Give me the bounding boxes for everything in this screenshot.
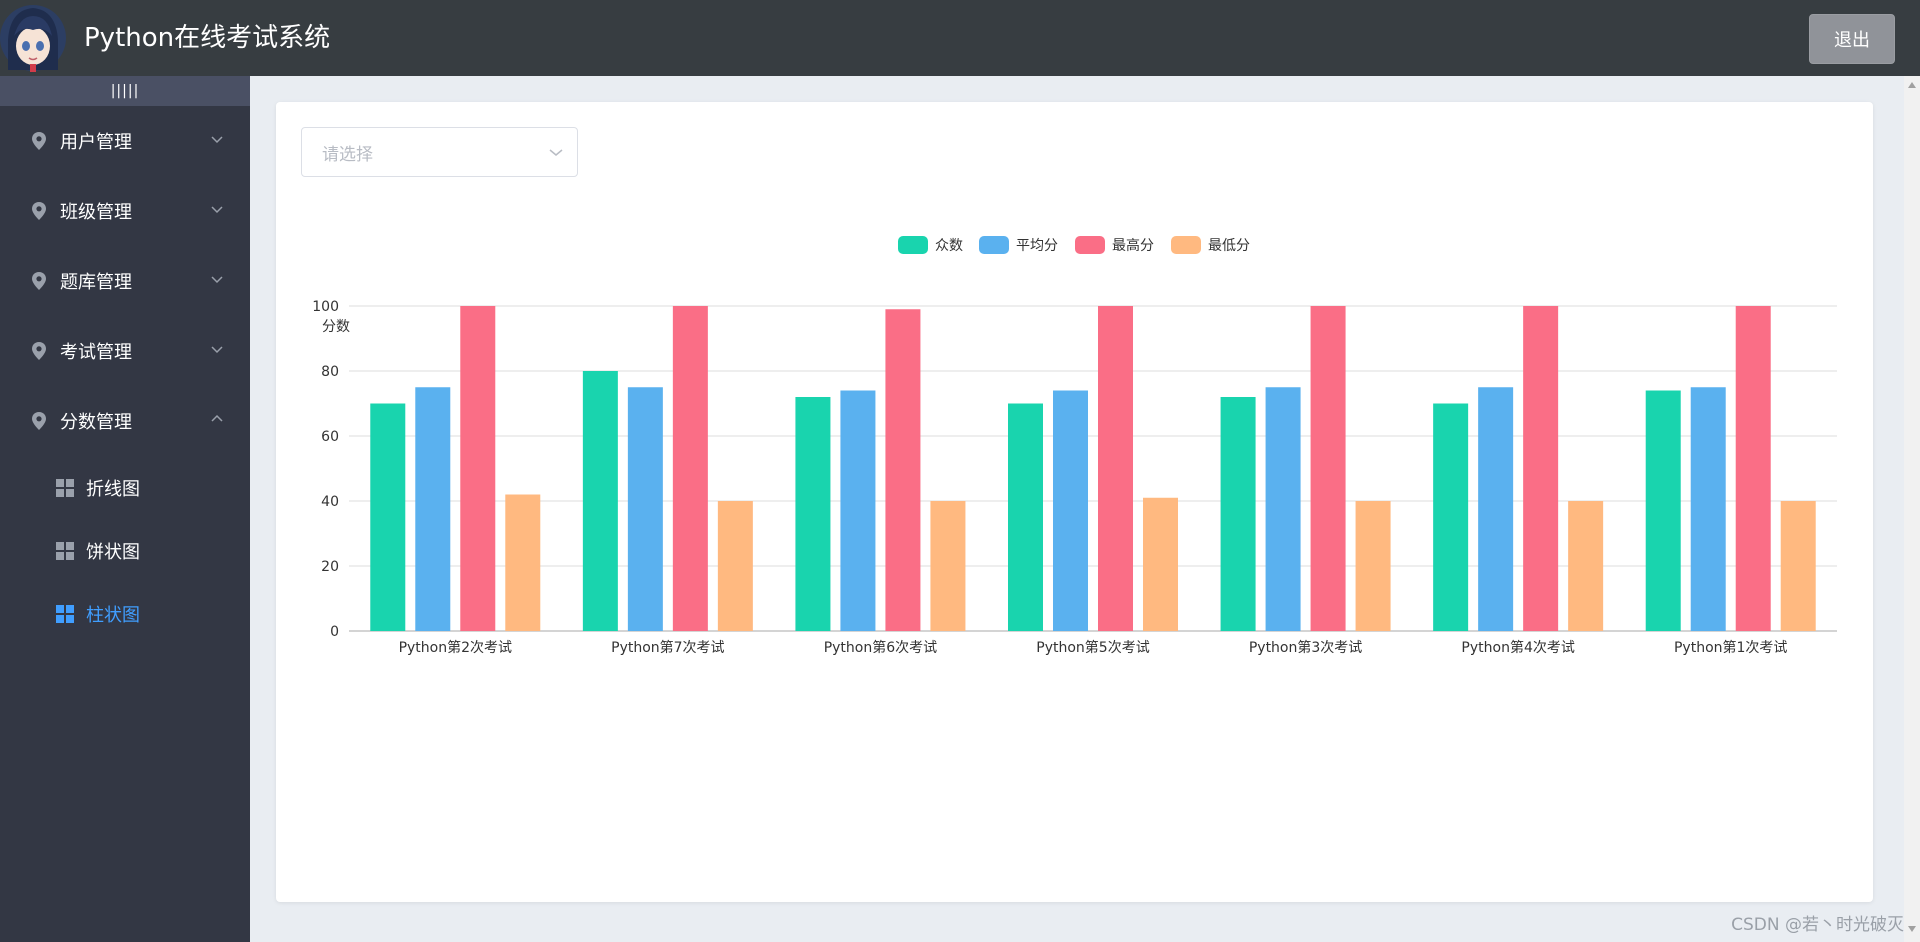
sidebar-item-label: 考试管理 (60, 342, 132, 363)
page-scrollbar[interactable] (1904, 76, 1920, 942)
scroll-down-arrow-icon[interactable] (1908, 926, 1916, 932)
grid-icon (56, 478, 74, 497)
bar (1780, 501, 1816, 631)
bar (1265, 387, 1301, 631)
bar (1735, 306, 1771, 631)
grid-icon (56, 604, 74, 623)
sidebar-item-label: 用户管理 (60, 132, 132, 153)
x-tick-label: Python第2次考试 (399, 639, 512, 656)
x-tick-label: Python第3次考试 (1249, 639, 1362, 656)
sidebar: ||||| 用户管理 班级管理 题库管理 考试管理 分数管理 折线图 饼状图 柱… (0, 76, 250, 942)
y-axis-ticks: 0 20 40 60 80 100 (312, 299, 339, 640)
legend-swatch (898, 236, 928, 254)
legend-label: 最高分 (1112, 237, 1154, 254)
bar (840, 390, 876, 631)
bar (1008, 403, 1043, 631)
exam-select[interactable]: 请选择 (301, 127, 578, 177)
legend-swatch (979, 236, 1009, 254)
chevron-up-icon (211, 414, 223, 422)
location-icon (32, 342, 46, 360)
sidebar-item-question-bank[interactable]: 题库管理 (0, 246, 250, 316)
bar (582, 371, 618, 631)
bar (1220, 397, 1256, 631)
bar (505, 494, 541, 631)
bar (370, 403, 406, 631)
logout-button[interactable]: 退出 (1809, 14, 1895, 64)
sidebar-item-exam-management[interactable]: 考试管理 (0, 316, 250, 386)
sidebar-subitem-bar-chart[interactable]: 柱状图 (0, 582, 250, 645)
bar (1433, 403, 1469, 631)
bar (460, 306, 496, 631)
sidebar-item-label: 班级管理 (60, 202, 132, 223)
y-tick-label: 0 (330, 624, 339, 640)
chevron-down-icon (549, 149, 563, 156)
location-icon (32, 272, 46, 290)
chevron-down-icon (211, 276, 223, 284)
chevron-down-icon (211, 346, 223, 354)
sidebar-subitem-label: 折线图 (86, 478, 140, 500)
chevron-down-icon (211, 206, 223, 214)
bar (1478, 387, 1514, 631)
sidebar-item-user-management[interactable]: 用户管理 (0, 106, 250, 176)
sidebar-subitem-label: 柱状图 (86, 604, 140, 626)
y-tick-label: 80 (321, 364, 339, 380)
chart-legend: 众数 平均分 最高分 最低分 (898, 236, 1250, 254)
bar (1690, 387, 1726, 631)
app-title: Python在线考试系统 (84, 23, 331, 53)
scroll-up-arrow-icon[interactable] (1908, 82, 1916, 88)
y-tick-label: 60 (321, 429, 339, 445)
y-tick-label: 100 (312, 299, 339, 315)
sidebar-item-label: 分数管理 (60, 412, 132, 433)
chart-grid (349, 305, 1837, 632)
sidebar-item-class-management[interactable]: 班级管理 (0, 176, 250, 246)
top-header: Python在线考试系统 退出 (0, 0, 1920, 76)
bar (885, 309, 921, 631)
x-tick-label: Python第6次考试 (824, 639, 937, 656)
x-tick-label: Python第1次考试 (1674, 639, 1787, 656)
bar (717, 501, 753, 631)
y-tick-label: 20 (321, 559, 339, 575)
x-tick-label: Python第7次考试 (611, 639, 724, 656)
legend-label: 平均分 (1016, 238, 1058, 254)
bar (627, 387, 663, 631)
bar (1053, 390, 1088, 631)
bar (672, 306, 708, 631)
y-axis-label: 分数 (322, 319, 350, 335)
sidebar-subitem-line-chart[interactable]: 折线图 (0, 456, 250, 519)
location-icon (32, 132, 46, 150)
bar (1568, 501, 1604, 631)
legend-swatch (1075, 236, 1105, 254)
y-tick-label: 40 (321, 494, 339, 510)
x-tick-label: Python第4次考试 (1461, 639, 1574, 656)
sidebar-item-score-management[interactable]: 分数管理 (0, 386, 250, 456)
sidebar-subitem-label: 饼状图 (86, 541, 140, 563)
avatar (0, 0, 66, 76)
bar (1143, 497, 1178, 631)
legend-swatch (1171, 236, 1201, 254)
watermark: CSDN @若丶时光破灭 (1731, 915, 1904, 935)
location-icon (32, 202, 46, 220)
legend-label: 众数 (935, 238, 963, 254)
exam-select-placeholder: 请选择 (322, 144, 373, 165)
x-tick-label: Python第5次考试 (1036, 639, 1149, 656)
bar (1645, 390, 1681, 631)
chevron-down-icon (211, 136, 223, 144)
sidebar-collapse-toggle[interactable]: ||||| (0, 76, 250, 106)
grid-icon (56, 541, 74, 560)
location-icon (32, 412, 46, 430)
sidebar-item-label: 题库管理 (60, 272, 132, 293)
bar (415, 387, 451, 631)
bar (1310, 306, 1346, 631)
bar (1098, 306, 1133, 631)
x-axis-labels: Python第2次考试 Python第7次考试 Python第6次考试 Python第… (399, 639, 1788, 656)
bar (795, 397, 831, 631)
bar (930, 501, 966, 631)
chart-bars (370, 306, 1816, 631)
legend-label: 最低分 (1208, 238, 1250, 254)
main-card: 请选择 众数 平均分 最高分 最低分 0 20 40 60 80 100 分数 Python第2… (276, 102, 1873, 902)
sidebar-subitem-pie-chart[interactable]: 饼状图 (0, 519, 250, 582)
bar (1355, 501, 1391, 631)
bar (1523, 306, 1559, 631)
